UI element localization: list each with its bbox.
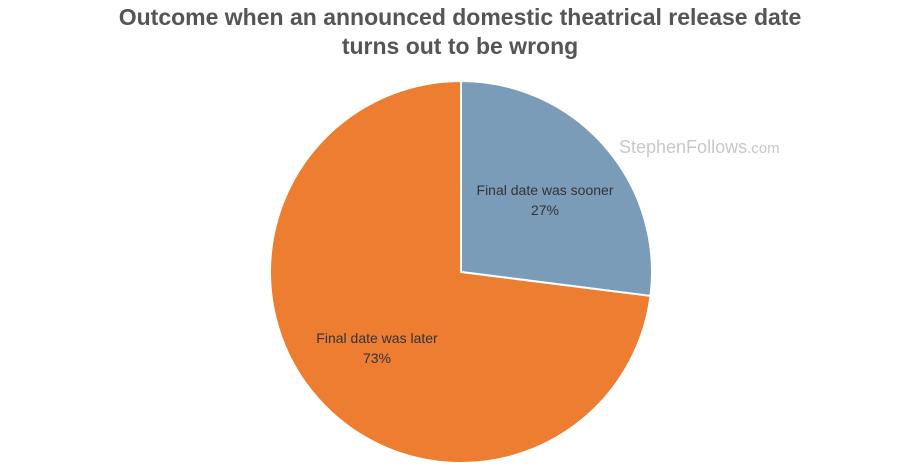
slice-value-1: 73% [363,350,391,366]
chart-title: Outcome when an announced domestic theat… [118,4,802,59]
slice-label-1: Final date was later [316,330,438,346]
pie-slice-0 [460,79,653,298]
watermark-domain: .com [747,140,780,157]
slice-label-0: Final date was sooner [477,182,614,198]
watermark-name: StephenFollows [619,137,748,157]
slice-value-0: 27% [531,202,559,218]
pie-slice-1 [269,79,652,464]
pie-labels: Final date was sooner 27% Final date was l… [316,182,614,366]
pie-slices [269,79,653,464]
watermark: StephenFollows.com [619,137,780,158]
